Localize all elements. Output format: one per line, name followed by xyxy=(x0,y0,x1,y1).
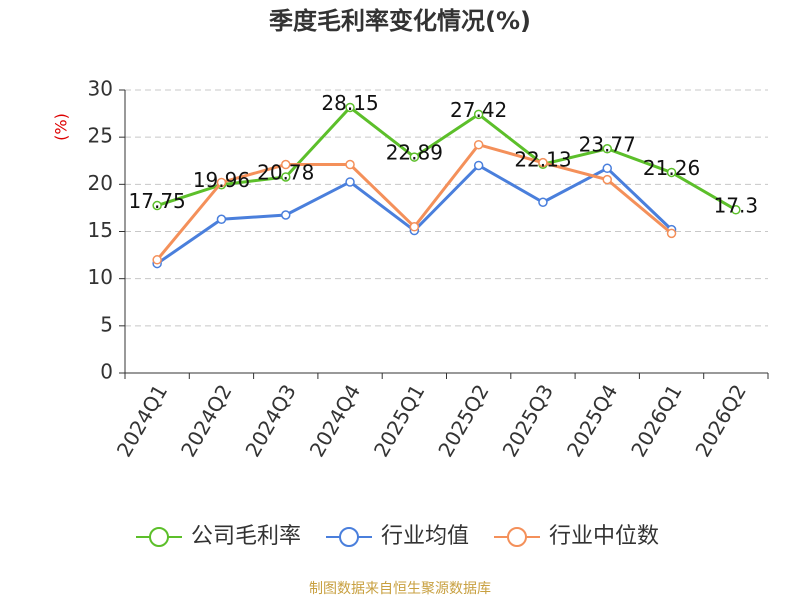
chart-title: 季度毛利率变化情况(%) xyxy=(269,7,531,35)
data-point xyxy=(602,174,612,185)
legend-item[interactable]: 行业均值 xyxy=(326,524,469,549)
legend-marker xyxy=(339,527,359,547)
y-tick-label: 0 xyxy=(100,360,113,384)
legend-label: 公司毛利率 xyxy=(191,524,301,549)
data-point xyxy=(666,228,677,239)
data-point xyxy=(281,172,291,182)
data-point xyxy=(666,167,677,178)
data-point xyxy=(216,214,227,224)
data-label: 28.15 xyxy=(321,91,378,115)
data-point xyxy=(345,159,355,170)
data-point xyxy=(409,152,420,162)
data-label: 22.89 xyxy=(386,141,443,165)
data-label: 20.78 xyxy=(257,160,314,184)
x-tick-label: 2026Q1 xyxy=(626,380,686,461)
legend-marker xyxy=(507,527,527,547)
data-label: 19.96 xyxy=(193,168,250,192)
data-label: 17.3 xyxy=(714,193,759,217)
data-point xyxy=(345,177,355,187)
x-tick-label: 2024Q3 xyxy=(240,380,300,461)
data-point xyxy=(473,160,484,171)
legend-marker xyxy=(149,527,169,547)
x-tick-label: 2024Q1 xyxy=(112,380,172,461)
x-tick-label: 2024Q2 xyxy=(176,380,236,461)
data-point xyxy=(538,197,548,208)
data-point xyxy=(409,222,420,232)
series-line xyxy=(156,105,737,212)
data-label: 21.26 xyxy=(643,156,700,180)
y-tick-label: 25 xyxy=(88,124,113,148)
y-tick-label: 10 xyxy=(88,265,113,289)
legend-item[interactable]: 行业中位数 xyxy=(494,524,659,549)
y-tick-label: 5 xyxy=(100,312,113,336)
y-tick-label: 15 xyxy=(88,218,113,242)
data-point xyxy=(538,157,548,168)
data-point xyxy=(216,177,227,188)
data-point xyxy=(152,255,162,265)
data-point xyxy=(152,200,162,211)
y-tick-label: 30 xyxy=(88,77,113,101)
source-note: 制图数据来自恒生聚源数据库 xyxy=(309,581,491,597)
data-label: 23.77 xyxy=(579,132,636,156)
data-point xyxy=(731,205,741,215)
data-point xyxy=(602,144,612,154)
x-tick-label: 2025Q3 xyxy=(498,380,558,461)
legend-label: 行业均值 xyxy=(381,524,469,549)
y-axis-label: (%) xyxy=(52,113,71,141)
x-tick-label: 2025Q1 xyxy=(369,380,429,461)
data-label: 17.75 xyxy=(129,189,186,213)
y-tick-label: 20 xyxy=(88,171,113,195)
x-tick-label: 2026Q2 xyxy=(690,380,750,461)
x-tick-label: 2025Q4 xyxy=(562,380,622,461)
legend-item[interactable]: 公司毛利率 xyxy=(136,524,301,549)
data-point xyxy=(473,109,484,120)
data-point xyxy=(281,159,291,170)
data-label: 27.42 xyxy=(450,98,507,122)
x-tick-label: 2025Q2 xyxy=(433,380,493,461)
data-point xyxy=(602,163,612,174)
data-label: 22.13 xyxy=(514,148,571,172)
x-tick-label: 2024Q4 xyxy=(305,380,365,461)
legend-label: 行业中位数 xyxy=(549,524,659,549)
data-point xyxy=(345,102,355,113)
data-point xyxy=(473,139,484,150)
data-point xyxy=(281,210,291,220)
